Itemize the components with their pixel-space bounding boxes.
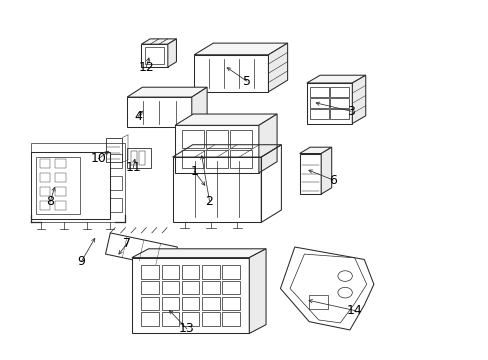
Text: 4: 4 (134, 110, 142, 123)
Text: 8: 8 (46, 195, 54, 208)
Polygon shape (132, 258, 249, 333)
Polygon shape (258, 114, 277, 173)
Polygon shape (167, 39, 176, 67)
Text: 3: 3 (346, 105, 354, 118)
Polygon shape (132, 249, 265, 258)
Polygon shape (127, 87, 207, 97)
Polygon shape (194, 43, 287, 55)
Polygon shape (351, 75, 365, 123)
Text: 1: 1 (190, 165, 198, 178)
Text: 13: 13 (179, 323, 195, 336)
Text: 11: 11 (125, 161, 141, 174)
Polygon shape (194, 55, 268, 92)
Polygon shape (141, 39, 176, 44)
Text: 14: 14 (346, 304, 362, 317)
Polygon shape (321, 147, 331, 194)
Polygon shape (249, 249, 265, 333)
Polygon shape (141, 44, 167, 67)
Text: 2: 2 (205, 195, 213, 208)
Text: 5: 5 (243, 75, 250, 88)
Polygon shape (299, 153, 321, 194)
Polygon shape (306, 83, 351, 123)
Polygon shape (127, 97, 191, 127)
Text: 12: 12 (138, 60, 154, 73)
Polygon shape (175, 125, 258, 173)
Text: 6: 6 (328, 174, 336, 186)
Text: 7: 7 (123, 237, 131, 250)
Polygon shape (268, 43, 287, 92)
Polygon shape (299, 147, 331, 153)
Polygon shape (175, 114, 277, 125)
Polygon shape (306, 75, 365, 83)
Text: 9: 9 (78, 255, 85, 267)
Text: 10: 10 (90, 152, 106, 165)
Polygon shape (191, 87, 207, 127)
